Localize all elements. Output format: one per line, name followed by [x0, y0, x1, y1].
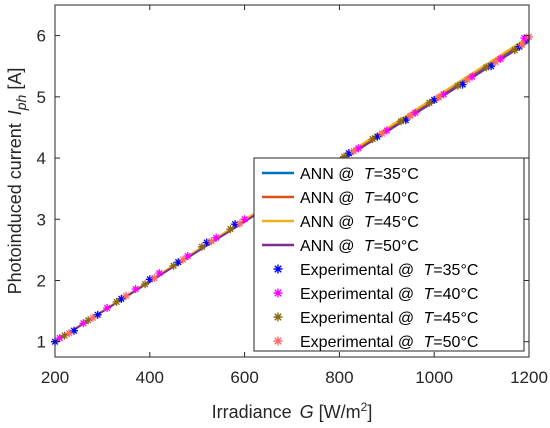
x-axis-label-unit-sup: 2	[361, 400, 368, 414]
legend-marker-swatch	[273, 312, 283, 322]
x-axis-label-name: Irradiance	[212, 402, 292, 422]
series-point-5	[131, 285, 140, 293]
y-axis-label-var-sub: ph	[13, 94, 29, 111]
x-axis-label-unit: [W/m	[319, 402, 361, 422]
series-point-4	[174, 258, 183, 267]
series-point-4	[145, 275, 154, 284]
series-point-5	[103, 304, 112, 312]
legend-label: Experimental @ T=40°C	[300, 286, 478, 303]
series-point-4	[70, 326, 78, 335]
x-tick-label: 1200	[510, 368, 548, 387]
series-point-6	[510, 46, 519, 55]
series-point-7	[491, 57, 500, 66]
x-axis-label-unit-close: ]	[367, 402, 372, 422]
series-point-6	[453, 81, 462, 90]
legend-marker-swatch	[273, 288, 283, 298]
series-point-5	[212, 233, 221, 242]
series-point-4	[202, 238, 211, 247]
series-point-7	[150, 274, 159, 282]
series-point-7	[88, 313, 97, 322]
legend-marker-swatch	[273, 264, 283, 274]
series-point-6	[425, 98, 434, 107]
series-point-5	[382, 126, 391, 135]
series-point-4	[117, 294, 126, 303]
series-point-6	[226, 225, 235, 234]
y-axis-ticks: 1 2 3 4 5 6	[37, 27, 529, 352]
series-point-5	[354, 144, 363, 153]
y-axis-label-unit: [A]	[5, 68, 25, 90]
legend-label: ANN @ T=40°C	[300, 190, 419, 207]
series-point-7	[65, 329, 74, 338]
series-point-7	[235, 219, 244, 228]
x-axis-label: Irradiance G [W/m2]	[212, 400, 373, 422]
y-tick-label: 3	[37, 210, 46, 229]
series-point-5	[468, 72, 477, 81]
series-point-4	[487, 62, 496, 71]
series-point-5	[496, 54, 505, 63]
series-point-6	[60, 331, 69, 340]
series-point-7	[349, 147, 358, 156]
x-axis-ticks: 200 400 600 800 1000 1200	[41, 5, 548, 387]
series-point-7	[517, 40, 526, 49]
y-tick-label: 2	[37, 271, 46, 290]
series-point-4	[430, 95, 439, 104]
x-tick-label: 800	[325, 368, 353, 387]
series-point-7	[378, 129, 387, 138]
y-axis-label-name: Photoinduced current	[5, 123, 25, 294]
y-tick-label: 6	[37, 27, 46, 46]
series-point-5	[55, 334, 64, 342]
series-point-4	[344, 149, 353, 158]
series-point-6	[197, 242, 206, 251]
y-tick-label: 1	[37, 333, 46, 352]
series-point-4	[458, 80, 467, 89]
series-point-5	[240, 215, 249, 224]
legend-label: Experimental @ T=45°C	[300, 310, 478, 327]
series-point-6	[482, 63, 491, 72]
series-point-6	[84, 316, 93, 325]
x-axis-label-var: G	[300, 402, 314, 422]
series-point-6	[397, 117, 405, 126]
series-point-7	[122, 291, 131, 300]
series-point-6	[169, 261, 178, 270]
y-axis-label: Photoinduced current Iph [A]	[5, 68, 29, 295]
series-point-6	[340, 152, 349, 161]
series-point-6	[368, 135, 377, 144]
series-point-7	[434, 93, 443, 102]
series-point-6	[112, 297, 121, 306]
series-point-5	[411, 108, 420, 117]
series-point-4	[401, 116, 410, 125]
y-tick-label: 5	[37, 88, 46, 107]
series-point-5	[183, 252, 192, 260]
series-point-5	[520, 34, 529, 43]
x-tick-label: 600	[230, 368, 258, 387]
series-point-4	[93, 310, 102, 319]
series-point-5	[155, 269, 164, 278]
legend-label: ANN @ T=35°C	[300, 166, 419, 183]
x-tick-label: 1000	[415, 368, 453, 387]
legend-box	[253, 157, 525, 352]
legend-label: ANN @ T=45°C	[300, 214, 419, 231]
series-point-7	[179, 255, 187, 264]
series-point-7	[463, 75, 472, 84]
axes-box	[54, 4, 530, 358]
series-point-4	[373, 132, 382, 141]
series-point-6	[141, 280, 150, 289]
legend-marker-swatch	[273, 336, 283, 346]
legend-label: ANN @ T=50°C	[300, 238, 419, 255]
series-point-5	[439, 90, 448, 99]
legend: ANN @ T=35°C ANN @ T=40°C ANN @ T=45°C ANN …	[253, 157, 525, 352]
series-point-5	[79, 319, 88, 328]
x-tick-label: 400	[136, 368, 164, 387]
legend-label: Experimental @ T=35°C	[300, 262, 478, 279]
series-point-7	[207, 237, 216, 246]
legend-label: Experimental @ T=50°C	[300, 334, 478, 351]
series-point-4	[231, 220, 240, 229]
series-point-7	[406, 111, 415, 120]
x-tick-label: 200	[41, 368, 69, 387]
y-tick-label: 4	[37, 149, 46, 168]
y-axis-label-var: I	[5, 110, 25, 115]
